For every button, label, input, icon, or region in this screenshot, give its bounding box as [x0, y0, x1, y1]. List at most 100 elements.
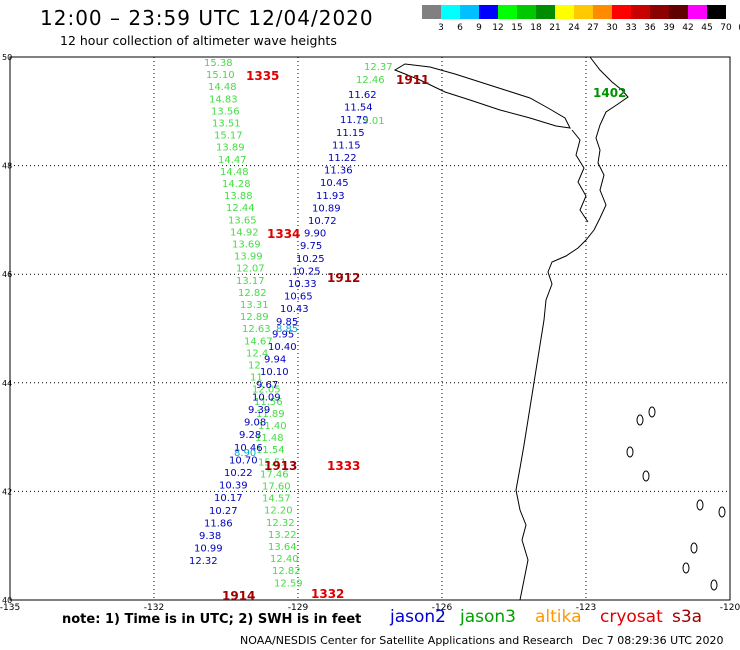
wave-value-track-a: 12.44 [226, 203, 255, 214]
wave-value-track-d: 13.01 [356, 116, 385, 127]
island [710, 579, 718, 591]
wave-value-track-a: 13.56 [211, 106, 240, 117]
wave-value-track-a: 11.48 [255, 433, 284, 444]
coastline [515, 56, 629, 601]
pass-number: 1332 [311, 587, 344, 601]
wave-value-track-b: 9.39 [248, 405, 270, 416]
colorbar-label: 42 [682, 23, 694, 33]
colorbar-cell [650, 5, 669, 19]
island [718, 506, 726, 518]
wave-value-track-a: 13.17 [236, 276, 265, 287]
wave-value-track-a: 14.57 [262, 494, 291, 505]
wave-value-track-b: 11.62 [348, 90, 377, 101]
wave-value-track-a: 12.20 [264, 506, 293, 517]
colorbar-cell [669, 5, 688, 19]
colorbar-cell [517, 5, 536, 19]
puget-sound [571, 129, 589, 223]
wave-value-track-b: 12.32 [189, 556, 218, 567]
legend-s3a: s3a [672, 607, 703, 627]
wave-value-track-a: 12.4 [246, 348, 268, 359]
wave-value-track-a: 14.47 [218, 155, 247, 166]
wave-value-track-c: 8.85 [276, 324, 298, 335]
colorbar-label: 3 [438, 23, 444, 33]
lon-label: -135 [0, 603, 20, 613]
wave-value-track-b: 10.43 [280, 304, 309, 315]
lat-label: 50 [2, 53, 12, 62]
lat-label: 42 [2, 487, 12, 496]
wave-value-track-a: 13.69 [232, 240, 261, 251]
wave-value-track-a: 12.89 [240, 312, 269, 323]
colorbar-cell [498, 5, 517, 19]
wave-value-track-a: 17.46 [260, 469, 289, 480]
wave-value-track-b: 10.46 [234, 443, 263, 454]
wave-value-track-b: 9.75 [300, 241, 322, 252]
wave-value-track-a: 12.05 [252, 385, 281, 396]
wave-value-track-a: 13.22 [268, 530, 297, 541]
wave-value-track-a: 15.51 [258, 457, 287, 468]
colorbar-cell [422, 5, 441, 19]
wave-value-track-b: 10.99 [194, 544, 223, 555]
wave-value-track-b: 10.09 [252, 392, 281, 403]
page-subtitle: 12 hour collection of altimeter wave hei… [60, 33, 337, 48]
colorbar-label: 6 [457, 23, 463, 33]
lon-label: -120 [720, 603, 740, 613]
island [682, 562, 690, 574]
lat-label: 40 [2, 596, 12, 605]
colorbar-label: 15 [511, 23, 523, 33]
wave-value-track-b: 11.86 [204, 518, 233, 529]
colorbar-label: 24 [568, 23, 580, 33]
wave-value-track-b: 10.40 [268, 342, 297, 353]
colorbar-cell [479, 5, 498, 19]
colorbar-label: 30 [606, 23, 618, 33]
pass-number: 1402 [593, 86, 626, 100]
wave-value-track-b: 10.45 [320, 178, 349, 189]
colorbar-cell [612, 5, 631, 19]
colorbar-cell [441, 5, 460, 19]
wave-value-track-b: 9.94 [264, 355, 286, 366]
pass-number: 1333 [327, 459, 360, 473]
wave-value-track-b: 10.72 [308, 216, 337, 227]
wave-value-track-a: 13.51 [212, 119, 241, 130]
colorbar-label: 12 [492, 23, 504, 33]
wave-value-track-a: 13.31 [240, 300, 269, 311]
wave-value-track-a: 15.38 [204, 58, 233, 69]
wave-value-track-a: 15.10 [206, 70, 235, 81]
wave-value-track-a: 14.67 [244, 336, 273, 347]
wave-value-track-a: 12.59 [274, 578, 303, 589]
wave-value-track-b: 10.22 [224, 468, 253, 479]
lon-label: -126 [432, 603, 453, 613]
lon-label: -132 [144, 603, 164, 613]
colorbar-cell [593, 5, 612, 19]
wave-value-track-a: 12 [248, 361, 261, 372]
wave-value-track-a: 17.60 [262, 482, 291, 493]
wave-value-track-a: 13.99 [234, 252, 263, 263]
wave-value-track-b: 9.67 [256, 380, 278, 391]
colorbar-cell [688, 5, 707, 19]
lat-label: 44 [2, 379, 12, 388]
note-text: note: 1) Time is in UTC; 2) SWH is in fe… [62, 612, 362, 627]
colorbar-cell [707, 5, 726, 19]
wave-value-track-b: 11.54 [344, 103, 373, 114]
colorbar-cell [460, 5, 479, 19]
wave-value-track-a: 12.40 [270, 554, 299, 565]
wave-value-track-a: 14.48 [220, 167, 249, 178]
wave-value-track-a: 11.89 [256, 409, 285, 420]
island [690, 542, 698, 554]
footer-datetime: Dec 7 08:29:36 UTC 2020 [582, 634, 724, 647]
colorbar-label: 36 [644, 23, 656, 33]
wave-value-track-a: 14.28 [222, 179, 251, 190]
wave-value-track-a: 12.63 [242, 324, 271, 335]
wave-value-track-b: 9.28 [239, 430, 261, 441]
wave-value-track-b: 10.10 [260, 367, 289, 378]
wave-value-track-b: 10.25 [296, 254, 325, 265]
lat-label: 46 [2, 270, 12, 279]
colorbar-label: 18 [530, 23, 542, 33]
wave-value-track-b: 11.79 [340, 115, 369, 126]
lon-label: -123 [576, 603, 596, 613]
wave-value-track-a: 14.48 [208, 82, 237, 93]
wave-value-track-a: 11.54 [256, 445, 285, 456]
pass-number: 1911 [396, 73, 429, 87]
colorbar-label: 45 [701, 23, 713, 33]
wave-value-track-b: 11.36 [324, 166, 353, 177]
